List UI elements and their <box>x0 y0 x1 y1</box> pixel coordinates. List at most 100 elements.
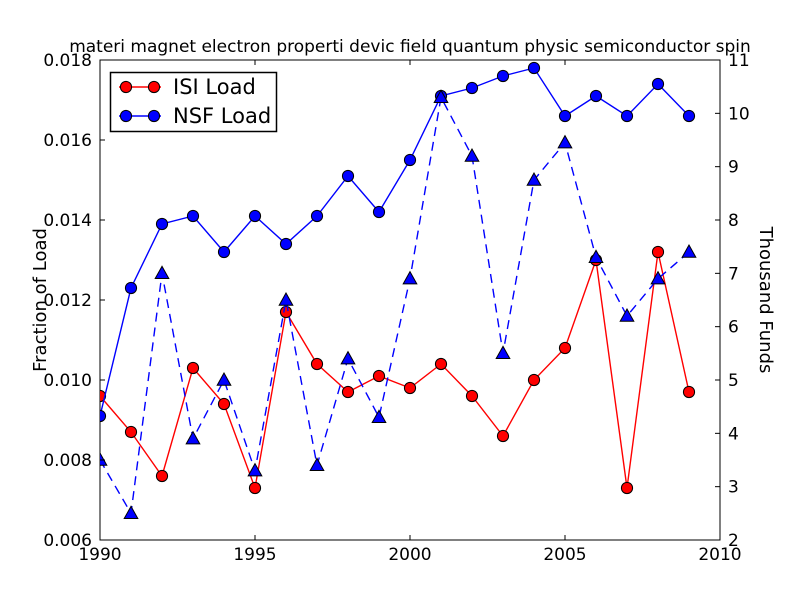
triangle-up-marker <box>619 307 635 322</box>
right-tick-label: 11 <box>728 51 750 71</box>
triangle-up-marker <box>526 171 542 186</box>
circle-marker <box>682 109 696 123</box>
circle-marker <box>682 385 696 399</box>
circle-marker <box>496 429 510 443</box>
left-tick-label: 0.010 <box>43 371 92 391</box>
right-tick-label: 3 <box>728 478 739 498</box>
right-tick-label: 5 <box>728 371 739 391</box>
circle-marker <box>372 369 386 383</box>
triangle-up-marker <box>402 270 418 285</box>
legend-swatch-marker <box>147 109 161 123</box>
right-tick-label: 2 <box>728 531 739 551</box>
series-isi-load-line <box>100 251 690 491</box>
left-axis: 0.006 0.008 0.010 0.012 0.014 0.016 0.018 <box>43 51 105 551</box>
circle-marker <box>372 205 386 219</box>
circle-marker <box>217 245 231 259</box>
triangle-up-marker <box>371 409 387 424</box>
circle-marker <box>403 153 417 167</box>
legend: ISI Load NSF Load <box>109 71 278 133</box>
triangle-up-marker <box>123 505 139 520</box>
triangle-up-marker <box>278 291 294 306</box>
chart-title: materi magnet electron properti devic fi… <box>69 37 751 57</box>
circle-marker <box>651 245 665 259</box>
circle-marker <box>620 481 634 495</box>
x-tick-label: 2010 <box>698 545 741 565</box>
right-tick-label: 4 <box>728 424 739 444</box>
right-axis-label: Thousand Funds <box>755 226 776 374</box>
triangle-up-marker <box>495 345 511 360</box>
x-tick-label: 2000 <box>388 545 431 565</box>
legend-entry-label: NSF Load <box>173 104 271 128</box>
circle-marker <box>558 341 572 355</box>
legend-swatch-marker <box>119 80 133 94</box>
triangle-up-marker <box>433 89 449 104</box>
circle-marker <box>217 397 231 411</box>
circle-marker <box>248 209 262 223</box>
triangle-up-marker <box>185 430 201 445</box>
circle-marker <box>527 61 541 75</box>
triangle-up-marker <box>557 134 573 149</box>
legend-entry: NSF Load <box>119 104 271 128</box>
right-tick-label: 10 <box>728 104 750 124</box>
triangle-up-marker <box>216 371 232 386</box>
circle-marker <box>124 425 138 439</box>
triangle-up-marker <box>650 270 666 285</box>
triangle-up-marker <box>247 462 263 477</box>
x-tick-label: 1995 <box>233 545 276 565</box>
triangle-up-marker <box>100 451 108 466</box>
circle-marker <box>100 409 107 423</box>
circle-marker <box>310 357 324 371</box>
series-nsf-load-line <box>100 67 690 417</box>
right-tick-label: 8 <box>728 211 739 231</box>
circle-marker <box>279 305 293 319</box>
legend-swatch-marker <box>119 109 133 123</box>
x-axis: 1990 1995 2000 2005 2010 <box>78 60 742 565</box>
left-tick-label: 0.018 <box>43 51 92 71</box>
plot-frame <box>99 59 721 541</box>
x-tick-label: 1990 <box>78 545 121 565</box>
triangle-up-marker <box>154 265 170 280</box>
left-tick-label: 0.016 <box>43 131 92 151</box>
triangle-up-marker <box>340 350 356 365</box>
series-right-axis-dashed-line <box>100 95 690 516</box>
circle-marker <box>310 209 324 223</box>
circle-marker <box>651 77 665 91</box>
left-tick-label: 0.006 <box>43 531 92 551</box>
triangle-up-marker <box>309 457 325 472</box>
legend-entry: ISI Load <box>119 75 256 99</box>
circle-marker <box>434 357 448 371</box>
circle-marker <box>248 481 262 495</box>
circle-marker <box>620 109 634 123</box>
left-tick-label: 0.012 <box>43 291 92 311</box>
circle-marker <box>589 89 603 103</box>
right-axis: 2 3 4 5 6 7 8 9 10 11 <box>715 51 750 551</box>
right-tick-label: 7 <box>728 264 739 284</box>
circle-marker <box>496 69 510 83</box>
triangle-up-marker <box>464 147 480 162</box>
circle-marker <box>341 385 355 399</box>
circle-marker <box>465 389 479 403</box>
right-tick-label: 9 <box>728 158 739 178</box>
circle-marker <box>124 281 138 295</box>
series-isi-load <box>100 245 696 495</box>
circle-marker <box>186 361 200 375</box>
left-tick-label: 0.014 <box>43 211 92 231</box>
circle-marker <box>527 373 541 387</box>
circle-marker <box>155 469 169 483</box>
legend-box <box>109 71 278 133</box>
series-right-axis-dashed <box>100 89 697 520</box>
right-tick-label: 6 <box>728 318 739 338</box>
triangle-up-marker <box>588 249 604 264</box>
left-axis-label: Fraction of Load <box>30 228 51 372</box>
circle-marker <box>341 169 355 183</box>
circle-marker <box>279 237 293 251</box>
legend-swatch-marker <box>147 80 161 94</box>
circle-marker <box>558 109 572 123</box>
legend-entry-label: ISI Load <box>173 75 256 99</box>
left-tick-label: 0.008 <box>43 451 92 471</box>
circle-marker <box>186 209 200 223</box>
x-tick-label: 2005 <box>543 545 586 565</box>
circle-marker <box>465 81 479 95</box>
